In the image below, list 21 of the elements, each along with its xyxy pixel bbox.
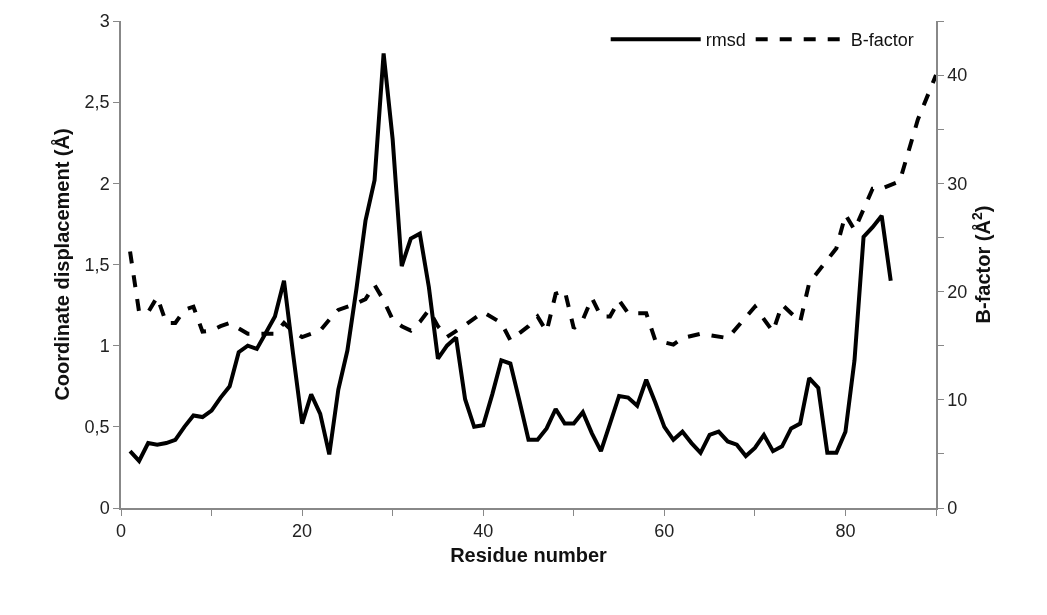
y2-tick-label: 20 <box>947 281 968 302</box>
x-tick-label: 60 <box>654 521 675 542</box>
legend-label: rmsd <box>705 30 746 51</box>
x-tick-label: 40 <box>473 521 494 542</box>
y-tick-label: 0 <box>99 498 110 519</box>
x-tick-label: 0 <box>115 521 127 542</box>
y2-tick-label: 10 <box>947 390 968 411</box>
x-axis-title: Residue number <box>450 544 608 567</box>
x-tick-label: 80 <box>835 521 856 542</box>
y2-tick-label: 40 <box>947 65 968 86</box>
y-tick-label: 2 <box>99 173 110 194</box>
y-tick-label: 3 <box>99 11 110 32</box>
y-tick-label: 1,5 <box>84 254 110 275</box>
y2-tick-label: 0 <box>947 498 958 519</box>
x-tick-label: 20 <box>292 521 313 542</box>
legend-label: B-factor <box>850 30 914 51</box>
y-tick-label: 1 <box>99 335 110 356</box>
y-tick-label: 2,5 <box>84 92 110 113</box>
y-tick-label: 0,5 <box>84 417 110 438</box>
y-axis-title: Coordinate displacement (Å) <box>49 128 73 401</box>
y2-tick-label: 30 <box>947 173 968 194</box>
